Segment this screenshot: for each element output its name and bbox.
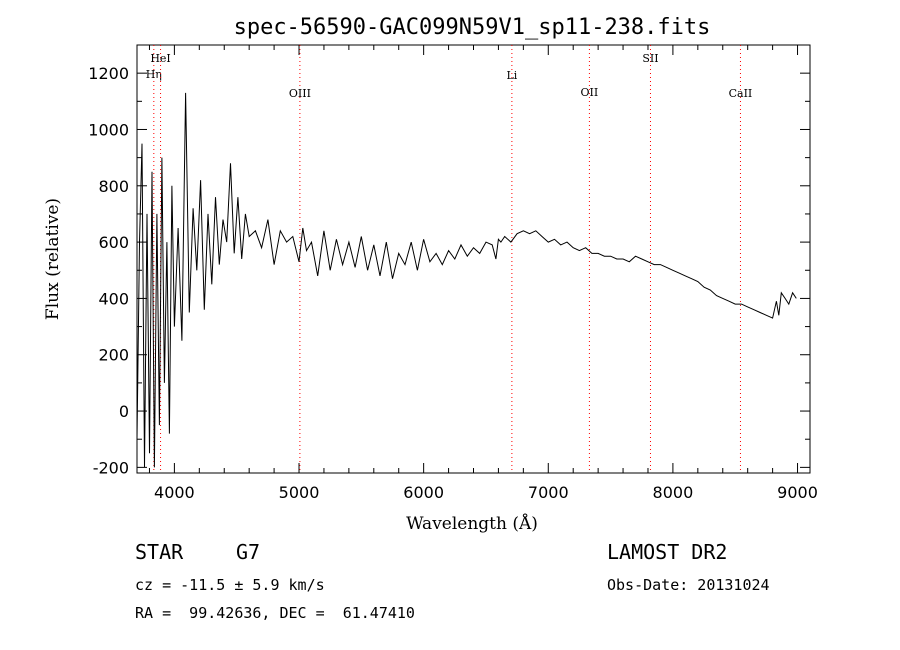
spectral-line-markers: Hη HeI OIII Li OII SII CaII — [146, 45, 753, 473]
coords-label: RA = 99.42636, DEC = 61.47410 — [135, 604, 415, 622]
x-axis: 4000 5000 6000 7000 8000 9000 — [148, 45, 818, 502]
y-tick-label: 0 — [119, 402, 129, 421]
x-tick-label: 6000 — [403, 483, 444, 502]
y-tick-label: 200 — [98, 346, 129, 365]
obs-date-label: Obs-Date: 20131024 — [607, 576, 770, 594]
spectral-line-label: CaII — [729, 87, 753, 100]
spectral-line-label: SII — [642, 52, 658, 65]
survey-label: LAMOST DR2 — [607, 540, 728, 564]
y-tick-label: 600 — [98, 233, 129, 252]
spectral-line-label: OIII — [289, 87, 311, 100]
y-axis: -200 0 200 400 600 800 1000 1200 — [88, 44, 810, 477]
y-tick-label: 800 — [98, 177, 129, 196]
spectral-line-label: HeI — [150, 52, 170, 65]
redshift-label: cz = -11.5 ± 5.9 km/s — [135, 576, 325, 594]
y-tick-label: 400 — [98, 289, 129, 308]
y-tick-label: 1200 — [88, 64, 129, 83]
x-tick-label: 7000 — [528, 483, 569, 502]
x-tick-label: 8000 — [653, 483, 694, 502]
class-label: STAR — [135, 540, 184, 564]
spectral-line-label: Li — [506, 69, 517, 82]
spectral-line-label: Hη — [146, 68, 162, 81]
subclass-label: G7 — [236, 540, 261, 564]
y-tick-label: -200 — [93, 458, 129, 477]
y-tick-label: 1000 — [88, 120, 129, 139]
x-axis-label: Wavelength (Å) — [406, 513, 538, 534]
plot-frame — [136, 44, 811, 474]
spectrum-line — [136, 92, 797, 468]
x-tick-label: 9000 — [777, 483, 818, 502]
chart-title: spec-56590-GAC099N59V1_sp11-238.fits — [234, 15, 711, 40]
spectral-line-label: OII — [581, 86, 599, 99]
x-tick-label: 4000 — [154, 483, 195, 502]
x-tick-label: 5000 — [279, 483, 320, 502]
y-axis-label: Flux (relative) — [43, 198, 63, 320]
